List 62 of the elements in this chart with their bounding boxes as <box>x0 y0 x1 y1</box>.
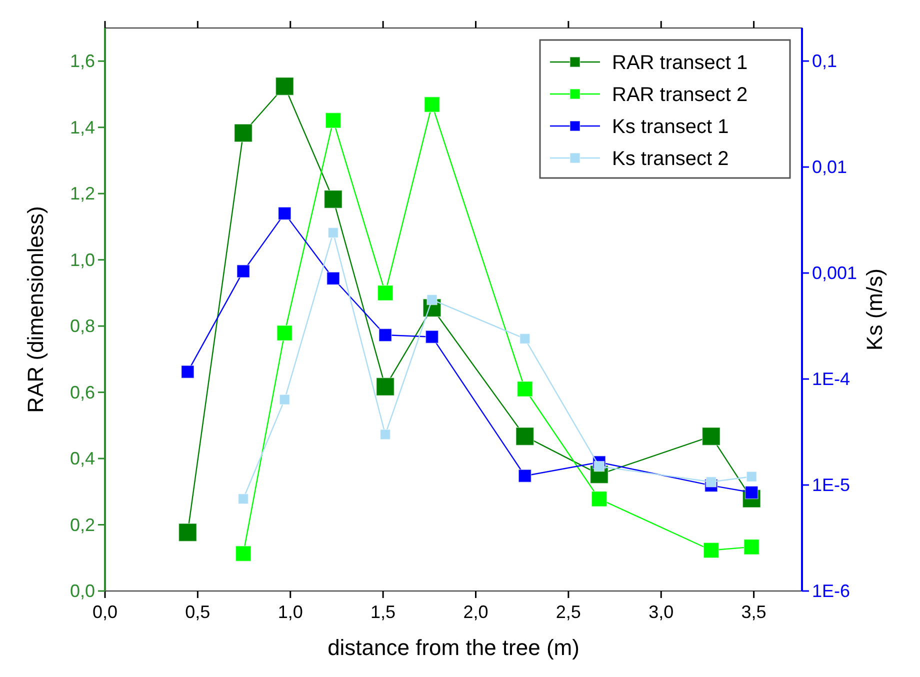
y-tick-label: 0,2 <box>70 514 95 535</box>
x-tick-label: 1,0 <box>278 602 303 622</box>
y-tick-label: 1,2 <box>70 184 95 204</box>
y-tick-label: 0,8 <box>70 316 95 336</box>
point <box>275 76 294 96</box>
x-tick-label: 0,5 <box>185 602 210 622</box>
y2-tick-label: 1E-5 <box>812 475 850 496</box>
y-tick-label: 0,6 <box>70 382 95 402</box>
legend-label: Ks transect 1 <box>612 116 729 138</box>
point <box>278 206 292 220</box>
point <box>594 460 605 472</box>
y-tick-label: 0,0 <box>70 581 95 601</box>
point <box>425 330 439 344</box>
x-tick-label: 3,5 <box>741 602 766 622</box>
y2-tick-label: 0,001 <box>812 263 858 284</box>
y2-tick-label: 0,1 <box>812 51 838 72</box>
y-axis-title: RAR (dimensionless) <box>23 206 48 413</box>
legend-label: RAR transect 2 <box>612 84 748 106</box>
point <box>235 546 252 562</box>
legend-label: Ks transect 2 <box>612 148 729 170</box>
point <box>424 96 440 112</box>
point <box>519 333 530 344</box>
point <box>276 325 293 342</box>
x-tick-label: 2,5 <box>556 602 581 622</box>
point <box>328 227 339 238</box>
point <box>377 284 394 301</box>
y-tick-label: 1,0 <box>70 250 95 270</box>
y2-tick-label: 1E-6 <box>812 581 850 601</box>
point <box>746 471 757 482</box>
point <box>326 272 340 286</box>
y-tick-label: 0,4 <box>70 448 95 469</box>
point <box>706 476 717 488</box>
x-axis-title: distance from the tree (m) <box>328 635 580 660</box>
y2-axis-title: Ks (m/s) <box>862 268 887 350</box>
y-tick-label: 1,6 <box>70 51 95 72</box>
point <box>378 328 392 342</box>
point <box>178 523 197 542</box>
x-tick-label: 0,0 <box>92 602 118 622</box>
point <box>325 112 342 128</box>
point <box>426 294 438 306</box>
x-tick-label: 2,0 <box>463 602 488 622</box>
point <box>234 124 253 142</box>
x-tick-label: 1,5 <box>370 602 396 622</box>
point <box>324 190 342 209</box>
point <box>516 380 533 397</box>
point <box>180 365 194 378</box>
point <box>703 542 720 558</box>
point <box>376 377 395 396</box>
point <box>744 538 760 555</box>
point <box>236 264 250 278</box>
y2-tick-label: 0,01 <box>812 157 848 178</box>
point <box>238 493 249 504</box>
legend-label: RAR transect 1 <box>612 52 748 74</box>
y2-tick-label: 1E-4 <box>812 369 850 390</box>
point <box>702 427 720 446</box>
point <box>279 394 290 405</box>
y-tick-label: 1,4 <box>70 117 95 138</box>
point <box>380 429 391 440</box>
point <box>516 427 534 446</box>
x-tick-label: 3,0 <box>648 602 674 622</box>
point <box>518 469 532 483</box>
point <box>591 490 608 507</box>
